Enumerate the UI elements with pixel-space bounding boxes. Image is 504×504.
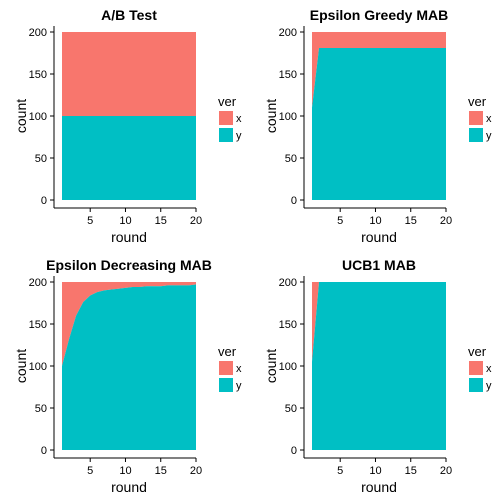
area-series-y [62, 284, 196, 450]
area-series-y [62, 116, 196, 200]
x-tick-label: 5 [87, 465, 93, 477]
x-tick-label: 20 [440, 465, 452, 477]
y-tick-label: 0 [41, 445, 47, 457]
y-tick-label: 150 [279, 69, 297, 81]
y-tick-label: 200 [279, 27, 297, 39]
legend-swatch-x [219, 361, 233, 375]
x-tick-label: 20 [190, 215, 202, 227]
x-tick-label: 5 [87, 215, 93, 227]
chart-panel-2: 0 50 100 150 200 5 10 15 20 Epsilon Greedy MAB rou… [263, 7, 492, 245]
legend-swatch-y [219, 378, 233, 392]
y-tick-label: 50 [35, 153, 47, 165]
y-tick-label: 50 [285, 403, 297, 415]
legend-label-x: x [486, 113, 492, 125]
x-tick-label: 5 [337, 465, 343, 477]
y-tick-label: 50 [35, 403, 47, 415]
legend-label-y: y [236, 380, 242, 392]
legend-label-x: x [236, 363, 242, 375]
chart-title: Epsilon Greedy MAB [310, 7, 448, 23]
x-axis-title: round [111, 229, 147, 245]
y-tick-label: 200 [29, 27, 47, 39]
y-axis-title: count [13, 99, 29, 133]
y-tick-label: 0 [41, 195, 47, 207]
legend-title: ver [218, 344, 237, 359]
x-axis-title: round [361, 229, 397, 245]
area-series-x [312, 32, 446, 108]
x-tick-label: 5 [337, 215, 343, 227]
area-series-y [312, 47, 446, 201]
y-tick-label: 100 [29, 361, 47, 373]
legend-swatch-x [219, 111, 233, 125]
y-tick-label: 0 [291, 195, 297, 207]
chart-panel-4: 0 50 100 150 200 5 10 15 20 UCB1 MAB round count ver… [263, 257, 492, 495]
area-series-x [62, 32, 196, 116]
legend-title: ver [218, 94, 237, 109]
x-axis-title: round [111, 479, 147, 495]
area-series-y [312, 282, 446, 450]
chart-panel-3: 0 50 100 150 200 5 10 15 20 Epsilon Decreasing MA… [13, 257, 242, 495]
y-axis-title: count [263, 349, 279, 383]
chart-title: A/B Test [101, 7, 157, 23]
legend-swatch-y [469, 378, 483, 392]
legend-label-y: y [486, 380, 492, 392]
y-tick-label: 150 [29, 69, 47, 81]
legend-label-x: x [486, 363, 492, 375]
y-tick-label: 100 [279, 361, 297, 373]
legend-swatch-x [469, 111, 483, 125]
chart-title: Epsilon Decreasing MAB [46, 257, 212, 273]
y-tick-label: 0 [291, 445, 297, 457]
x-tick-label: 10 [119, 465, 131, 477]
legend-title: ver [468, 94, 487, 109]
x-tick-label: 15 [405, 465, 417, 477]
y-tick-label: 150 [279, 319, 297, 331]
legend-label-x: x [236, 113, 242, 125]
legend-swatch-x [469, 361, 483, 375]
y-axis-title: count [13, 349, 29, 383]
y-tick-label: 200 [279, 277, 297, 289]
x-tick-label: 20 [190, 465, 202, 477]
x-tick-label: 15 [155, 215, 167, 227]
y-tick-label: 100 [279, 111, 297, 123]
legend-swatch-y [469, 128, 483, 142]
x-axis-title: round [361, 479, 397, 495]
x-tick-label: 10 [119, 215, 131, 227]
x-tick-label: 10 [369, 465, 381, 477]
legend-swatch-y [219, 128, 233, 142]
x-tick-label: 10 [369, 215, 381, 227]
y-tick-label: 200 [29, 277, 47, 289]
legend-label-y: y [236, 130, 242, 142]
chart-title: UCB1 MAB [342, 257, 416, 273]
x-tick-label: 15 [155, 465, 167, 477]
y-tick-label: 100 [29, 111, 47, 123]
chart-panel-1: 0 50 100 150 200 5 10 15 20 A/B Test round count ver… [13, 7, 242, 245]
legend-label-y: y [486, 130, 492, 142]
x-tick-label: 20 [440, 215, 452, 227]
y-axis-title: count [263, 99, 279, 133]
area-series-x [62, 282, 196, 366]
x-tick-label: 15 [405, 215, 417, 227]
y-tick-label: 50 [285, 153, 297, 165]
legend-title: ver [468, 344, 487, 359]
y-tick-label: 150 [29, 319, 47, 331]
